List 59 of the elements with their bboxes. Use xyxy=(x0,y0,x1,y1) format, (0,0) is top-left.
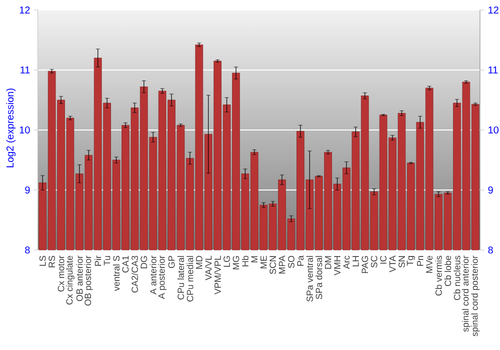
x-tick-label: SPa ventral xyxy=(306,256,313,302)
x-tick-label: LG xyxy=(224,256,230,267)
x-tick-label: Tu xyxy=(104,256,110,266)
y-tick-label: 12 xyxy=(20,6,30,14)
y2-tick-label: 12 xyxy=(488,6,498,14)
y-tick-label: 8 xyxy=(25,246,30,254)
x-tick-label: SO xyxy=(288,256,294,268)
x-tick-label: VPM/VPL xyxy=(214,256,221,294)
x-tick-label: OB posterior xyxy=(84,256,93,306)
x-tick-label: DG xyxy=(140,256,148,268)
x-tick-label: spinal cord posterior xyxy=(471,256,480,336)
x-tick-label: LS xyxy=(39,256,46,266)
x-tick-label: Hb xyxy=(242,256,248,266)
x-tick-label: ventral S xyxy=(112,256,120,291)
x-tick-label: spinal cord anterior xyxy=(462,256,470,332)
x-tick-label: OB anterior xyxy=(76,256,83,302)
x-tick-label: Cx motor xyxy=(58,256,64,292)
x-tick-label: Cx cingulate xyxy=(66,256,74,305)
x-tick-label: MG xyxy=(232,256,240,270)
x-tick-label: SPa dorsal xyxy=(316,256,322,300)
y2-tick-label: 11 xyxy=(488,66,498,74)
x-tick-label: SN xyxy=(398,256,405,268)
x-tick-label: SC xyxy=(370,256,378,268)
x-tick-label: CA2/CA3 xyxy=(131,256,138,293)
y-tick-label: 10 xyxy=(20,126,30,134)
x-tick-label: DM xyxy=(324,256,332,269)
x-tick-label: Cb nucleus xyxy=(454,256,460,300)
x-tick-label: CPu lateral xyxy=(177,256,184,300)
x-tick-label: MD xyxy=(196,256,202,269)
x-tick-label: SCN xyxy=(270,256,276,274)
x-tick-label: VTA xyxy=(389,255,396,272)
x-tick-label: Cb lobe xyxy=(444,256,452,286)
y2-tick-label: 10 xyxy=(488,126,499,134)
y-tick-label: 11 xyxy=(20,66,30,74)
x-tick-label: MVe xyxy=(426,256,432,273)
x-tick-label: RS xyxy=(48,256,56,268)
x-tick-label: Tg xyxy=(406,256,415,266)
x-tick-label: ME xyxy=(260,256,267,268)
x-tick-label: Pn xyxy=(417,256,424,266)
y-tick-label: 9 xyxy=(25,186,30,194)
x-tick-label: MPA xyxy=(278,255,286,274)
x-tick-label: Cb vermis xyxy=(435,256,442,296)
x-tick-label: A anterior xyxy=(150,256,156,294)
x-tick-label: LH xyxy=(352,256,359,266)
x-tick-label: CA1 xyxy=(122,256,129,273)
x-tick-label: A posterior xyxy=(158,256,167,299)
x-tick-label: Arc xyxy=(343,256,350,269)
x-tick-label: GP xyxy=(168,256,175,268)
x-tick-label: VMH xyxy=(334,256,340,276)
x-tick-label: IC xyxy=(380,256,386,264)
x-tick-label: M xyxy=(251,256,258,262)
x-tick-label: PAG xyxy=(362,256,368,274)
y-axis-title: Log2 (expression) xyxy=(6,88,16,168)
x-tick-label: CPu medial xyxy=(186,256,194,302)
x-tick-label: Pa xyxy=(297,255,304,266)
y2-tick-label: 8 xyxy=(488,246,493,254)
x-tick-label: Pir xyxy=(94,256,102,266)
y2-tick-label: 9 xyxy=(488,186,493,194)
x-tick-label: VA/VL xyxy=(205,256,212,280)
